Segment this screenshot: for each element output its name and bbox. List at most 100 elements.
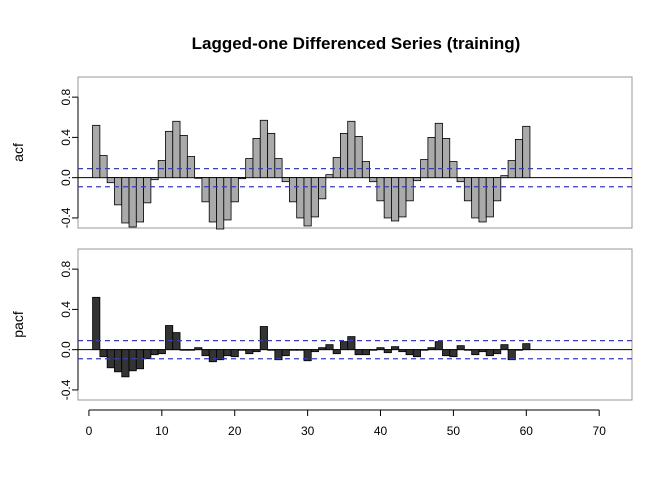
- bar-lag-18: [216, 177, 225, 230]
- bar-lag-53: [471, 177, 480, 219]
- bar-lag-16: [201, 349, 210, 357]
- y-tick-label: 0.4: [59, 129, 73, 146]
- bar-lag-39: [369, 177, 378, 183]
- panel-acf: -0.4 0.0 0.4 0.8 acf: [10, 76, 633, 230]
- bar-lag-38: [361, 161, 370, 179]
- bar-lag-31: [310, 177, 319, 218]
- x-tick-label: 10: [155, 424, 169, 438]
- bar-lag-4: [114, 349, 123, 373]
- bar-lag-8: [143, 177, 152, 204]
- bar-lag-4: [114, 177, 123, 206]
- y-tick-label: 0.8: [59, 260, 73, 277]
- bar-lag-23: [252, 138, 261, 179]
- bar-lag-45: [412, 349, 422, 358]
- bar-lag-53: [471, 349, 480, 356]
- bar-lag-49: [442, 349, 451, 357]
- bar-lag-54: [478, 349, 487, 353]
- bar-lag-38: [361, 349, 370, 356]
- bar-lag-37: [354, 135, 363, 179]
- bar-lag-46: [420, 349, 429, 351]
- x-tick-label: 30: [301, 424, 315, 438]
- y-tick-label: 0.0: [59, 169, 73, 186]
- bar-lag-40: [376, 177, 385, 202]
- bar-lag-5: [121, 177, 130, 224]
- bar-lag-13: [179, 349, 188, 351]
- bar-lag-14: [186, 349, 196, 351]
- bar-lag-59: [514, 139, 524, 179]
- bar-lag-29: [296, 349, 305, 351]
- y-axis-label: pacf: [10, 311, 26, 338]
- bar-lag-24: [259, 326, 268, 351]
- bar-lag-55: [485, 177, 494, 218]
- x-tick-label: 60: [520, 424, 534, 438]
- bar-lag-52: [463, 177, 473, 202]
- bar-lag-27: [281, 177, 290, 183]
- bar-lag-8: [143, 349, 152, 360]
- bar-lag-57: [500, 344, 509, 351]
- bar-lag-48: [434, 341, 443, 351]
- bar-lag-57: [500, 175, 509, 179]
- bar-lag-59: [514, 349, 524, 351]
- bar-lag-28: [288, 177, 298, 203]
- bar-lag-47: [427, 136, 436, 179]
- bar-lag-15: [194, 177, 203, 179]
- bar-lag-6: [128, 349, 137, 372]
- bar-lag-1: [92, 296, 101, 351]
- y-tick-label: -0.4: [59, 207, 73, 228]
- bar-lag-49: [442, 138, 451, 179]
- bar-lag-21: [237, 177, 247, 180]
- bar-lag-27: [281, 349, 290, 357]
- bar-lag-31: [310, 349, 319, 353]
- bar-lag-35: [340, 132, 349, 179]
- bar-lag-33: [325, 344, 334, 351]
- bar-lag-52: [463, 349, 473, 351]
- x-tick-label: 40: [374, 424, 388, 438]
- bar-lag-15: [194, 347, 203, 351]
- panels: -0.4 0.0 0.4 0.8 acf -0.4 0.0 0.4 0.8 pacf 0 10 20 30…: [10, 76, 633, 438]
- bar-lag-51: [456, 345, 465, 351]
- bar-lag-23: [252, 349, 261, 353]
- bar-lag-54: [478, 177, 487, 223]
- bar-lag-20: [230, 177, 239, 203]
- bar-lag-42: [391, 346, 400, 351]
- bar-lag-20: [230, 349, 239, 358]
- bar-lag-14: [186, 156, 196, 179]
- bar-lag-17: [208, 177, 217, 223]
- bar-lag-6: [128, 177, 137, 228]
- bar-lag-34: [332, 349, 341, 355]
- bar-lag-32: [318, 177, 327, 200]
- bar-lag-1: [92, 124, 101, 179]
- bar-lag-7: [135, 177, 145, 223]
- y-tick-label: 0.8: [59, 88, 73, 105]
- bar-lag-25: [267, 349, 276, 351]
- bar-lag-11: [165, 130, 174, 179]
- bar-lag-36: [347, 336, 356, 351]
- bar-lag-16: [201, 177, 210, 203]
- bar-lag-33: [325, 174, 334, 179]
- x-tick-label: 20: [228, 424, 242, 438]
- bar-lag-56: [493, 349, 502, 355]
- bar-lag-58: [507, 349, 516, 361]
- bar-lag-48: [434, 122, 443, 179]
- x-tick-label: 50: [447, 424, 461, 438]
- chart-title: Lagged-one Differenced Series (training): [192, 34, 521, 53]
- bar-lag-25: [267, 132, 276, 179]
- bar-lag-28: [288, 349, 298, 351]
- bar-lag-50: [449, 349, 458, 358]
- bar-lag-42: [391, 177, 400, 222]
- bar-lag-10: [157, 349, 166, 355]
- bar-lag-30: [303, 177, 312, 227]
- x-tick-label: 0: [86, 424, 93, 438]
- y-tick-label: 0.4: [59, 301, 73, 318]
- bar-lag-30: [303, 349, 312, 362]
- y-tick-label: -0.4: [59, 379, 73, 400]
- bar-lag-3: [106, 177, 115, 184]
- bar-lag-45: [412, 177, 422, 182]
- bar-lag-35: [340, 341, 349, 351]
- bar-lag-9: [150, 177, 159, 181]
- bar-lag-5: [121, 349, 130, 378]
- bar-lag-43: [398, 177, 407, 218]
- bar-lag-47: [427, 347, 436, 351]
- bar-lag-56: [493, 177, 502, 202]
